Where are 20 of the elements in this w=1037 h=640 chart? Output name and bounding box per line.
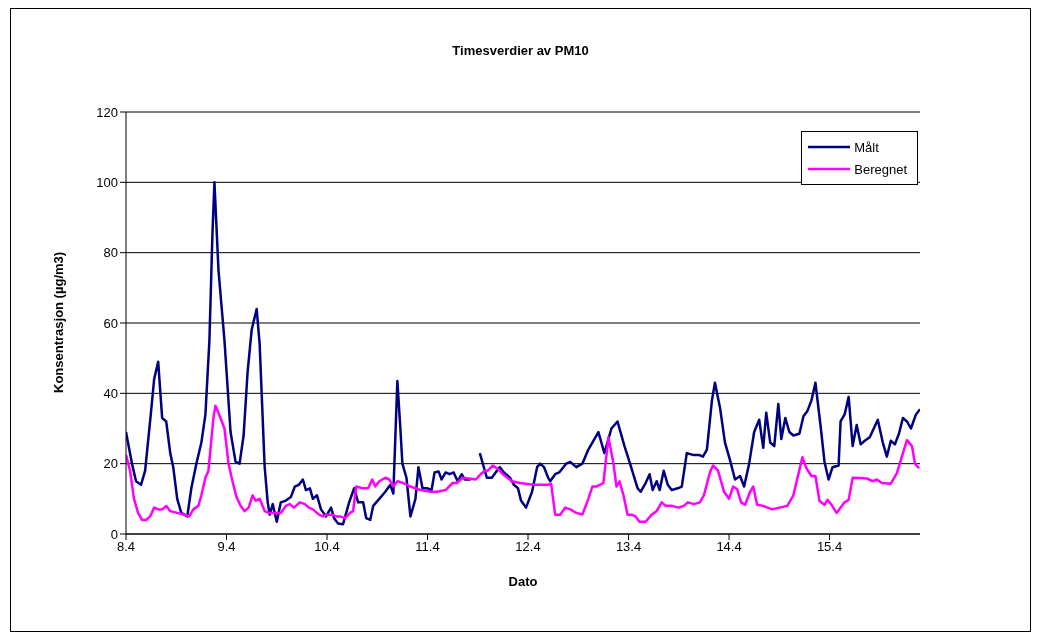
- y-tick-label: 80: [103, 245, 118, 261]
- x-tick-label: 15.4: [816, 539, 843, 555]
- y-tick-label: 120: [96, 104, 118, 120]
- y-tick-label: 60: [103, 315, 118, 331]
- chart-title: Timesverdier av PM10: [451, 43, 590, 58]
- x-tick-label: 9.4: [217, 539, 236, 555]
- legend-label: Målt: [854, 139, 879, 155]
- y-tick-label: 40: [103, 385, 118, 401]
- legend-label: Beregnet: [854, 161, 907, 177]
- x-tick-label: 12.4: [515, 539, 541, 555]
- x-tick-label: 11.4: [415, 539, 440, 555]
- y-tick-label: 0: [110, 526, 118, 542]
- x-axis-title: Dato: [508, 574, 538, 589]
- x-tick-label: 8.4: [116, 539, 136, 555]
- y-axis-title: Konsentrasjon (µg/m3): [50, 251, 66, 393]
- y-tick-label: 100: [96, 174, 118, 190]
- x-tick-label: 13.4: [615, 539, 642, 555]
- x-tick-label: 10.4: [314, 539, 340, 555]
- x-tick-label: 14.4: [716, 539, 742, 555]
- y-tick-label: 20: [103, 456, 118, 472]
